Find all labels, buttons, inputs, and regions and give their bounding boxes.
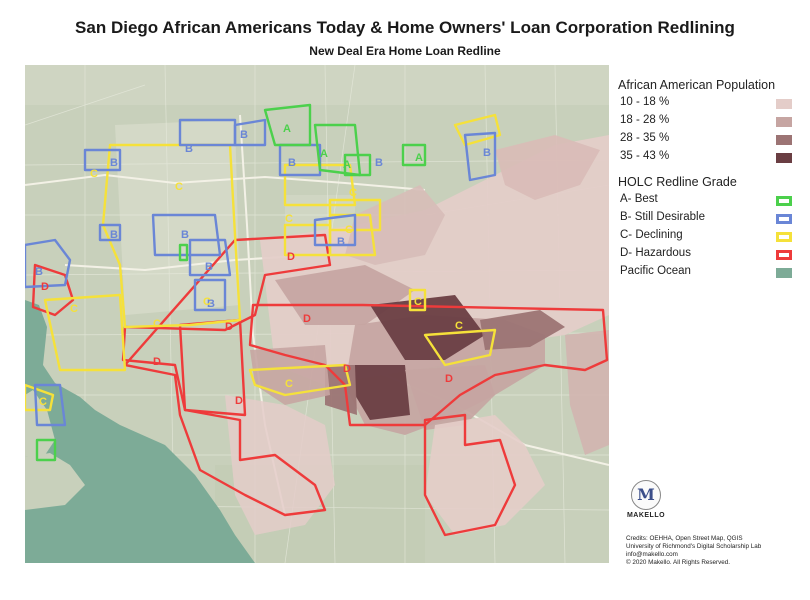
map-legend: African American Population 10 - 18 % 18… xyxy=(618,78,803,282)
label-d-7: D xyxy=(445,373,453,385)
label-b-7: B xyxy=(181,229,189,241)
label-c-7: C xyxy=(455,320,463,332)
label-c-9: C xyxy=(153,318,161,330)
label-b-1: B xyxy=(110,157,118,169)
grade-legend-label: D- Hazardous xyxy=(620,247,691,259)
grade-legend-label: C- Declining xyxy=(620,229,683,241)
holc-b-zones xyxy=(25,118,497,427)
label-d-3: D xyxy=(303,313,311,325)
label-c-1: C xyxy=(175,181,183,193)
grade-legend-title: HOLC Redline Grade xyxy=(618,175,737,189)
credit-line: © 2020 Makello. All Rights Reserved. xyxy=(626,559,731,566)
label-c-3: C xyxy=(349,187,357,199)
population-swatch xyxy=(776,153,792,163)
grade-legend-item: D- Hazardous xyxy=(618,246,803,264)
grade-legend-label: A- Best xyxy=(620,193,658,205)
map-svg: A A A A B B B B B B B B B B B B C C C C … xyxy=(25,65,609,563)
grade-legend-item: B- Still Desirable xyxy=(618,210,803,228)
label-b-5: B xyxy=(375,157,383,169)
pacific-ocean xyxy=(25,300,255,563)
label-a-4: A xyxy=(415,152,423,164)
label-b-6: B xyxy=(483,147,491,159)
label-b-8: B xyxy=(110,229,118,241)
map-canvas[interactable]: A A A A B B B B B B B B B B B B C C C C … xyxy=(25,65,609,563)
ocean-swatch xyxy=(776,268,792,278)
label-c-4: C xyxy=(285,213,293,225)
population-legend-item: 35 - 43 % xyxy=(618,149,803,167)
holc-c-zones xyxy=(25,113,502,412)
terrain-park xyxy=(115,120,240,315)
map-subtitle: New Deal Era Home Loan Redline xyxy=(309,44,501,58)
label-c-5: C xyxy=(345,224,353,236)
population-legend-item: 28 - 35 % xyxy=(618,131,803,149)
label-a-3: A xyxy=(343,159,351,171)
label-d-4: D xyxy=(225,321,233,333)
grade-swatch xyxy=(776,196,792,206)
ocean-legend-label: Pacific Ocean xyxy=(620,265,691,277)
credit-line: Credits: OEHHA, Open Street Map, QGIS xyxy=(626,535,743,542)
credit-line: University of Richmond's Digital Scholar… xyxy=(626,543,762,550)
label-d-6: D xyxy=(343,363,351,375)
label-b-3: B xyxy=(240,129,248,141)
makello-logo-text: MAKELLO xyxy=(626,512,666,519)
ocean-legend-item: Pacific Ocean xyxy=(618,264,803,282)
label-b-2: B xyxy=(185,143,193,155)
label-b-4: B xyxy=(288,157,296,169)
map-credits: Credits: OEHHA, Open Street Map, QGIS Un… xyxy=(626,535,806,567)
label-d-5: D xyxy=(153,356,161,368)
label-b-11: B xyxy=(35,266,43,278)
population-swatch xyxy=(776,135,792,145)
zone-labels: A A A A B B B B B B B B B B B B C C C C … xyxy=(35,123,491,408)
label-a-1: A xyxy=(283,123,291,135)
grade-swatch xyxy=(776,214,792,224)
label-b-9: B xyxy=(205,261,213,273)
label-c-12: C xyxy=(39,396,47,408)
population-legend-title: African American Population xyxy=(618,78,776,92)
coronado-island xyxy=(25,453,85,510)
label-d-2: D xyxy=(41,281,49,293)
population-legend-label: 10 - 18 % xyxy=(620,96,670,108)
label-c-11: C xyxy=(285,378,293,390)
makello-logo-mark: M xyxy=(631,480,661,510)
makello-logo: M MAKELLO xyxy=(626,480,666,519)
label-d-8: D xyxy=(235,395,243,407)
grade-legend-item: A- Best xyxy=(618,192,803,210)
grade-legend-item: C- Declining xyxy=(618,228,803,246)
population-legend-label: 28 - 35 % xyxy=(620,132,670,144)
population-legend-label: 18 - 28 % xyxy=(620,114,670,126)
label-c-2: C xyxy=(90,168,98,180)
grade-swatch xyxy=(776,232,792,242)
holc-a-zones xyxy=(35,103,427,462)
label-c-6: C xyxy=(414,296,422,308)
map-title: San Diego African Americans Today & Home… xyxy=(75,18,735,37)
grade-swatch xyxy=(776,250,792,260)
label-d-1: D xyxy=(287,251,295,263)
population-swatch xyxy=(776,99,792,109)
grade-legend-label: B- Still Desirable xyxy=(620,211,705,223)
population-legend-label: 35 - 43 % xyxy=(620,150,670,162)
population-legend-item: 18 - 28 % xyxy=(618,113,803,131)
label-b-12: B xyxy=(337,236,345,248)
label-a-2: A xyxy=(320,148,328,160)
label-c-8: C xyxy=(70,303,78,315)
label-c-10: C xyxy=(203,296,211,308)
label-b-10: B xyxy=(207,298,215,310)
terrain-north xyxy=(25,65,609,105)
population-swatch xyxy=(776,117,792,127)
credit-line: info@makello.com xyxy=(626,551,678,558)
population-legend-item: 10 - 18 % xyxy=(618,95,803,113)
